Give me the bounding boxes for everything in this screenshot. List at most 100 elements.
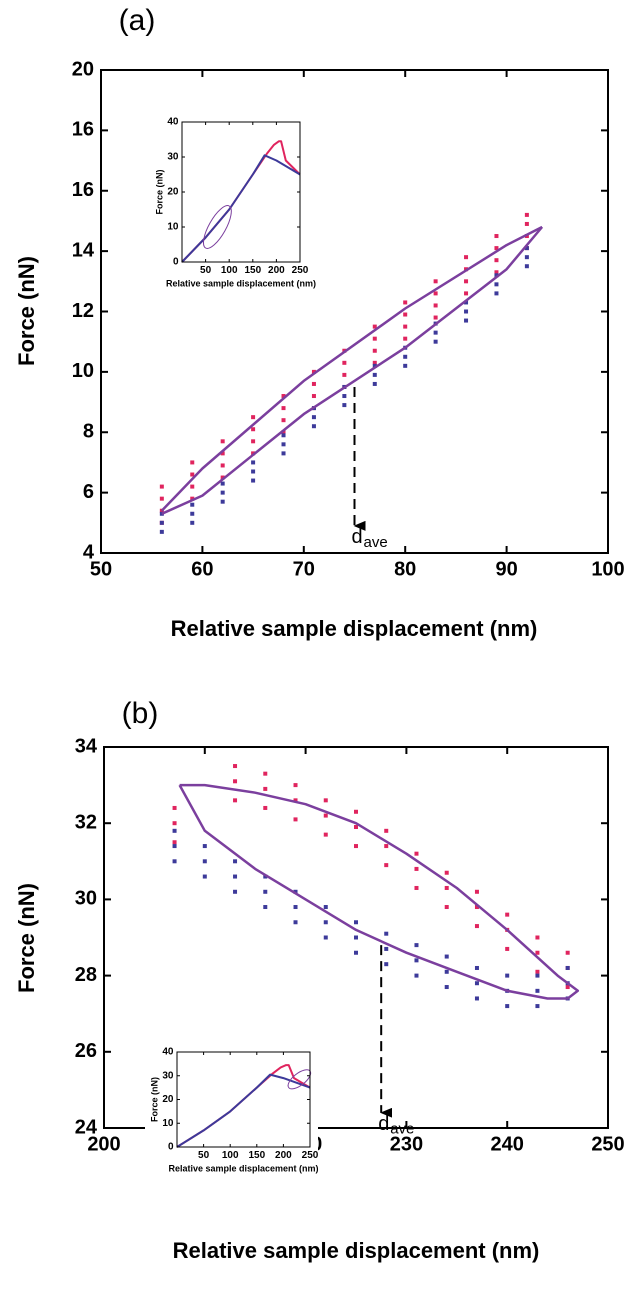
y-tick-label: 10 — [72, 360, 94, 382]
y-tick-label: 30 — [162, 1070, 174, 1081]
y-tick-label: 16 — [72, 179, 94, 201]
chart: (b)200210220230240250242628303234Relativ… — [14, 697, 625, 1263]
x-tick-label: 50 — [90, 558, 112, 580]
data-point — [403, 363, 408, 368]
y-axis-label: Force (nN) — [14, 256, 39, 366]
data-point — [323, 798, 328, 803]
plot-frame — [100, 69, 609, 554]
data-point — [233, 874, 238, 879]
x-axis-label: Relative sample displacement (nm) — [173, 1238, 540, 1263]
x-tick-label: 250 — [292, 265, 309, 276]
x-tick-label: 50 — [200, 265, 212, 276]
data-point — [263, 889, 268, 894]
data-point — [281, 442, 286, 447]
data-point — [372, 336, 377, 341]
data-point — [233, 859, 238, 864]
data-point — [263, 905, 268, 910]
y-axis-label: Force (nN) — [149, 1077, 159, 1122]
data-point — [281, 433, 286, 438]
data-point — [474, 965, 479, 970]
data-point — [251, 415, 256, 420]
data-point — [535, 969, 540, 974]
data-point — [474, 924, 479, 929]
data-point — [372, 363, 377, 368]
data-point — [220, 490, 225, 495]
data-point — [342, 372, 347, 377]
y-tick-label: 4 — [83, 541, 95, 563]
data-line — [161, 226, 544, 515]
data-point — [505, 973, 510, 978]
data-point — [403, 336, 408, 341]
data-line — [178, 783, 580, 1000]
data-point — [524, 264, 529, 269]
data-point — [354, 825, 358, 830]
data-point — [535, 950, 540, 955]
data-point — [433, 339, 438, 344]
data-point — [464, 318, 469, 323]
data-line — [176, 1073, 311, 1148]
data-point — [384, 946, 389, 951]
data-point — [384, 962, 389, 967]
data-line — [181, 154, 301, 263]
x-tick-label: 240 — [491, 1133, 524, 1155]
data-point — [281, 451, 286, 456]
y-axis-label: Force (nN) — [154, 169, 164, 214]
data-point — [220, 439, 225, 444]
data-point — [354, 935, 358, 940]
data-point — [220, 499, 225, 504]
data-point — [474, 996, 479, 1001]
data-point — [323, 813, 328, 818]
data-point — [190, 460, 195, 465]
data-point — [433, 330, 438, 335]
data-point — [372, 324, 377, 329]
data-point — [293, 783, 298, 788]
data-point — [433, 303, 438, 308]
data-point — [190, 484, 195, 489]
data-point — [464, 279, 469, 284]
data-point — [414, 958, 419, 963]
data-point — [464, 300, 469, 305]
y-tick-label: 6 — [83, 481, 94, 503]
x-tick-label: 100 — [591, 558, 624, 580]
x-tick-label: 100 — [221, 265, 238, 276]
data-point — [251, 469, 256, 474]
data-point — [172, 828, 177, 833]
x-tick-label: 230 — [390, 1133, 423, 1155]
plot-frame — [176, 1051, 311, 1148]
data-point — [372, 372, 377, 377]
annotation-text: d — [378, 1113, 389, 1135]
data-point — [464, 309, 469, 314]
inset: 50 100 150 200 250 0 10 20 30 40 Relative sample d… — [145, 1046, 319, 1177]
x-tick-label: 250 — [302, 1150, 319, 1161]
data-point — [464, 291, 469, 296]
data-point — [251, 427, 256, 432]
x-tick-label: 200 — [87, 1133, 120, 1155]
x-axis-label: Relative sample displacement (nm) — [168, 1163, 318, 1173]
y-tick-label: 12 — [72, 300, 94, 322]
data-point — [293, 817, 298, 822]
data-point — [414, 973, 419, 978]
data-point — [444, 985, 449, 990]
y-tick-label: 20 — [72, 58, 94, 80]
data-point — [403, 324, 408, 329]
data-point — [342, 360, 347, 365]
data-point — [220, 463, 225, 468]
data-point — [190, 511, 195, 516]
data-point — [281, 394, 286, 399]
y-tick-label: 28 — [75, 964, 97, 986]
data-point — [474, 905, 479, 910]
data-point — [372, 381, 377, 386]
y-tick-label: 30 — [167, 152, 179, 163]
x-tick-label: 100 — [222, 1150, 239, 1161]
data-point — [202, 844, 207, 849]
data-point — [505, 912, 510, 917]
annotation-subscript: ave — [390, 1121, 414, 1138]
data-point — [414, 885, 419, 890]
x-axis-label: Relative sample displacement (nm) — [171, 616, 538, 641]
data-point — [414, 943, 419, 948]
data-point — [464, 255, 469, 260]
data-point — [172, 840, 177, 845]
data-point — [190, 502, 195, 507]
data-point — [494, 246, 499, 251]
data-point — [220, 475, 225, 480]
